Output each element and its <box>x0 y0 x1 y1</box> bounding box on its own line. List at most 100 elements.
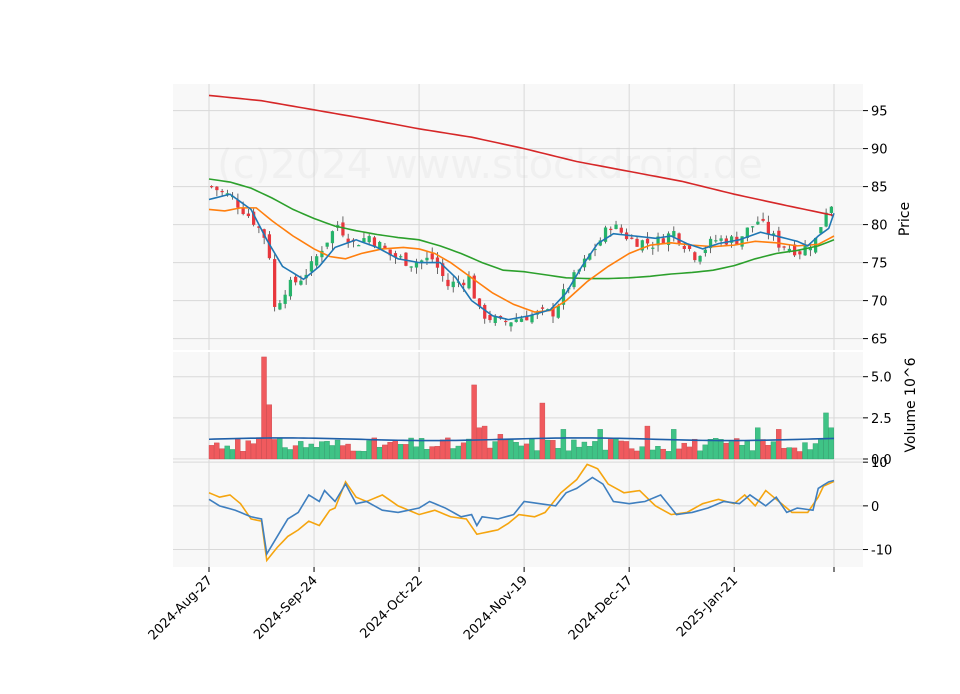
candle-body <box>824 212 828 227</box>
candle-body <box>215 186 219 191</box>
volume-bar <box>723 442 729 460</box>
volume-bar <box>649 449 656 460</box>
volume-bar <box>208 445 215 460</box>
candle-body <box>761 218 765 221</box>
candle-layer <box>209 185 834 332</box>
volume-bar <box>702 444 708 460</box>
candle-body <box>619 227 623 233</box>
volume-bar <box>544 439 551 460</box>
candle-body <box>740 236 744 247</box>
volume-bar <box>324 441 330 460</box>
volume-bar <box>534 450 540 460</box>
grid-layer <box>173 84 863 567</box>
x-tick-label: 2024-Oct-22 <box>357 573 425 641</box>
price-tick-label: 75 <box>871 257 888 272</box>
volume-bar <box>691 438 698 460</box>
volume-bar <box>791 447 798 460</box>
candle-body <box>640 240 644 251</box>
candle-body <box>446 279 450 287</box>
candle-body <box>588 253 592 260</box>
volume-bar <box>350 450 356 460</box>
volume-bar <box>418 438 425 460</box>
candle-body <box>693 252 697 261</box>
volume-bar <box>634 450 640 460</box>
volume-bar <box>618 440 624 460</box>
candle-body <box>362 238 366 243</box>
volume-bar <box>628 448 635 460</box>
volume-bar <box>455 445 462 460</box>
volume-bar <box>371 437 378 460</box>
volume-bar <box>529 438 535 460</box>
candle-body <box>483 304 487 319</box>
volume-bar <box>387 442 393 460</box>
price-tick-label: 85 <box>871 181 888 196</box>
candle-body <box>388 249 392 256</box>
volume-bar <box>571 439 577 460</box>
candle-body <box>514 319 518 322</box>
volume-bar <box>592 441 598 460</box>
candle-body <box>404 252 408 266</box>
candle-body <box>378 241 382 250</box>
volume-bar <box>329 445 335 460</box>
volume-bar <box>781 447 787 460</box>
price-tick-label: 65 <box>871 333 888 348</box>
volume-tick-label: 5.0 <box>871 371 892 386</box>
volume-bar <box>303 447 309 460</box>
volume-bar <box>807 449 813 460</box>
volume-bar <box>492 441 498 460</box>
volume-bar <box>560 429 567 460</box>
volume-bar <box>345 443 351 460</box>
volume-bar <box>786 447 792 460</box>
price-tick-label: 95 <box>871 105 888 120</box>
ma-200-line <box>208 94 835 217</box>
volume-bar <box>287 449 293 460</box>
volume-bar <box>518 445 525 460</box>
volume-bar <box>744 441 750 460</box>
volume-bar <box>298 441 304 460</box>
candle-body <box>294 276 298 283</box>
candle-body <box>719 238 723 241</box>
candle-body <box>803 245 807 256</box>
candle-body <box>635 238 639 247</box>
candle-body <box>698 255 702 262</box>
volume-bar <box>429 446 435 460</box>
candle-body <box>745 227 749 238</box>
volume-bar <box>770 441 777 460</box>
candle-body <box>672 231 676 237</box>
oscillator-panel <box>173 460 863 567</box>
volume-bar <box>760 439 766 460</box>
volume-bar <box>555 448 561 460</box>
candle-body <box>372 237 377 247</box>
price-ylabel: Price <box>897 202 913 236</box>
candle-body <box>687 244 692 249</box>
candle-body <box>315 256 319 266</box>
volume-bar <box>581 441 588 460</box>
line-layer <box>208 94 835 563</box>
candle-body <box>283 294 287 304</box>
volume-bar <box>271 439 278 460</box>
candle-body <box>787 248 791 252</box>
volume-bar <box>707 439 714 460</box>
candle-body <box>603 227 608 242</box>
volume-bar <box>439 439 446 460</box>
candle-body <box>267 234 272 259</box>
candle-body <box>819 227 823 234</box>
volume-bar <box>613 438 619 460</box>
volume-bar <box>765 445 771 460</box>
volume-bar <box>460 442 467 460</box>
x-tick-label: 2024-Dec-17 <box>566 573 636 643</box>
volume-bar <box>487 447 493 460</box>
candle-body <box>493 316 497 323</box>
volume-bar <box>655 446 661 460</box>
volume-bar <box>670 429 677 460</box>
volume-bar <box>607 439 614 460</box>
volume-ylabel: Volume 10^6 <box>903 357 919 452</box>
x-tick-label: 2024-Aug-27 <box>146 573 216 643</box>
volume-bar <box>728 441 735 460</box>
candle-body <box>451 281 455 288</box>
volume-bar <box>219 448 225 460</box>
candle-body <box>409 266 413 268</box>
volume-bar <box>823 412 829 460</box>
candle-body <box>714 240 718 242</box>
volume-bar <box>697 450 703 460</box>
